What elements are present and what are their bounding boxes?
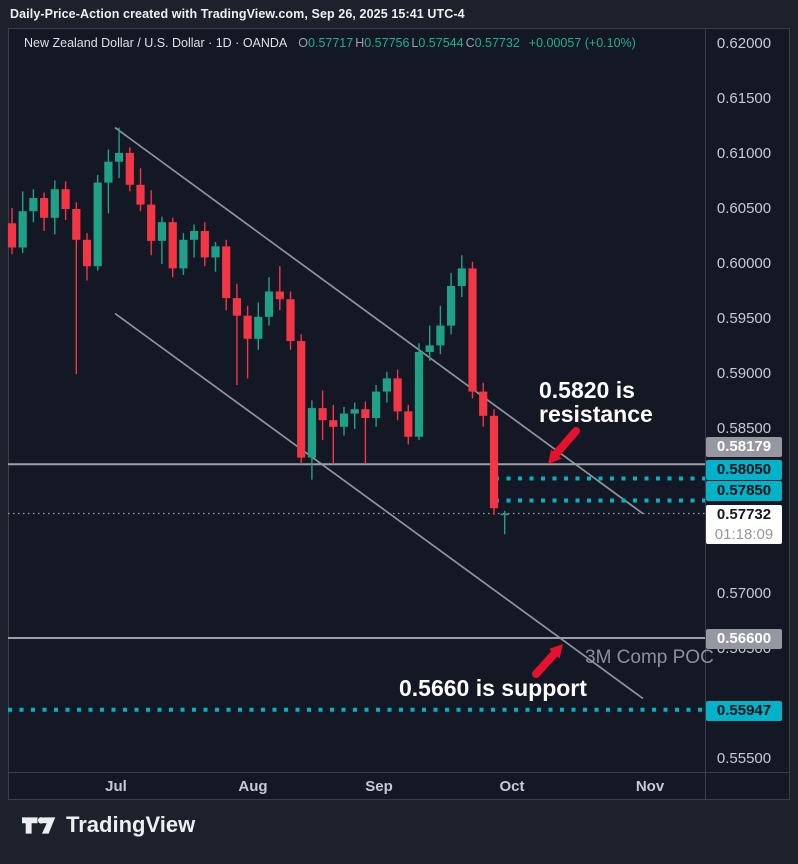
price-badge: 0.55947 — [706, 700, 782, 721]
month-label: Oct — [499, 778, 525, 795]
price-label: 0.60000 — [716, 255, 772, 272]
symbol-title: New Zealand Dollar / U.S. Dollar · 1D · … — [24, 36, 288, 50]
ohlc-field-label: O — [298, 36, 309, 50]
chart-widget — [8, 28, 790, 800]
red-arrow-support-icon — [532, 644, 563, 678]
ohlc-field-value: 0.57756 — [364, 36, 410, 50]
price-label: 0.57000 — [716, 585, 772, 602]
price-label: 0.62000 — [716, 35, 772, 52]
month-label: Aug — [238, 778, 268, 795]
ohlc-field-value: 0.57732 — [474, 36, 520, 50]
price-badge: 0.57850 — [706, 480, 782, 501]
month-label: Nov — [635, 778, 665, 795]
tradingview-watermark[interactable]: TradingView — [22, 812, 195, 838]
price-badge: 0.57732 01:18:09 — [706, 505, 782, 544]
price-badge: 0.58179 — [706, 436, 782, 457]
attribution-text: Daily-Price-Action created with TradingV… — [10, 7, 465, 21]
tradingview-logo-text: TradingView — [66, 812, 196, 837]
tradingview-logo-icon — [22, 816, 56, 834]
change-readout: +0.00057 (+0.10%) — [528, 36, 636, 50]
price-label: 0.59500 — [716, 310, 772, 327]
resistance-annotation: 0.5820 is resistance — [539, 378, 653, 426]
ohlc-field-label: C — [465, 36, 475, 50]
ohlc-readout: O0.57717 H0.57756 L0.57544 C0.57732 — [296, 36, 520, 50]
symbol-header: New Zealand Dollar / U.S. Dollar · 1D · … — [24, 36, 636, 50]
axis-divider-horizontal — [8, 772, 790, 773]
price-label: 0.58500 — [716, 420, 772, 437]
price-label: 0.59000 — [716, 365, 772, 382]
price-badge: 0.58050 — [706, 459, 782, 480]
month-label: Jul — [105, 778, 127, 795]
resistance-annotation-line2: resistance — [539, 401, 653, 427]
axis-divider-vertical — [705, 28, 706, 800]
poc-label: 3M Comp POC — [585, 647, 714, 668]
red-arrow-resistance-icon — [548, 427, 580, 464]
price-label: 0.61500 — [716, 90, 772, 107]
price-label: 0.60500 — [716, 200, 772, 217]
price-badge: 0.56600 — [706, 628, 782, 649]
ohlc-field-label: L — [411, 36, 419, 50]
ohlc-field-value: 0.57717 — [308, 36, 354, 50]
resistance-annotation-line1: 0.5820 is — [539, 377, 635, 403]
support-annotation: 0.5660 is support — [399, 675, 587, 701]
ohlc-field-value: 0.57544 — [418, 36, 464, 50]
ohlc-field-label: H — [355, 36, 365, 50]
price-label: 0.55500 — [716, 750, 772, 767]
month-label: Sep — [365, 778, 393, 795]
price-label: 0.61000 — [716, 145, 772, 162]
